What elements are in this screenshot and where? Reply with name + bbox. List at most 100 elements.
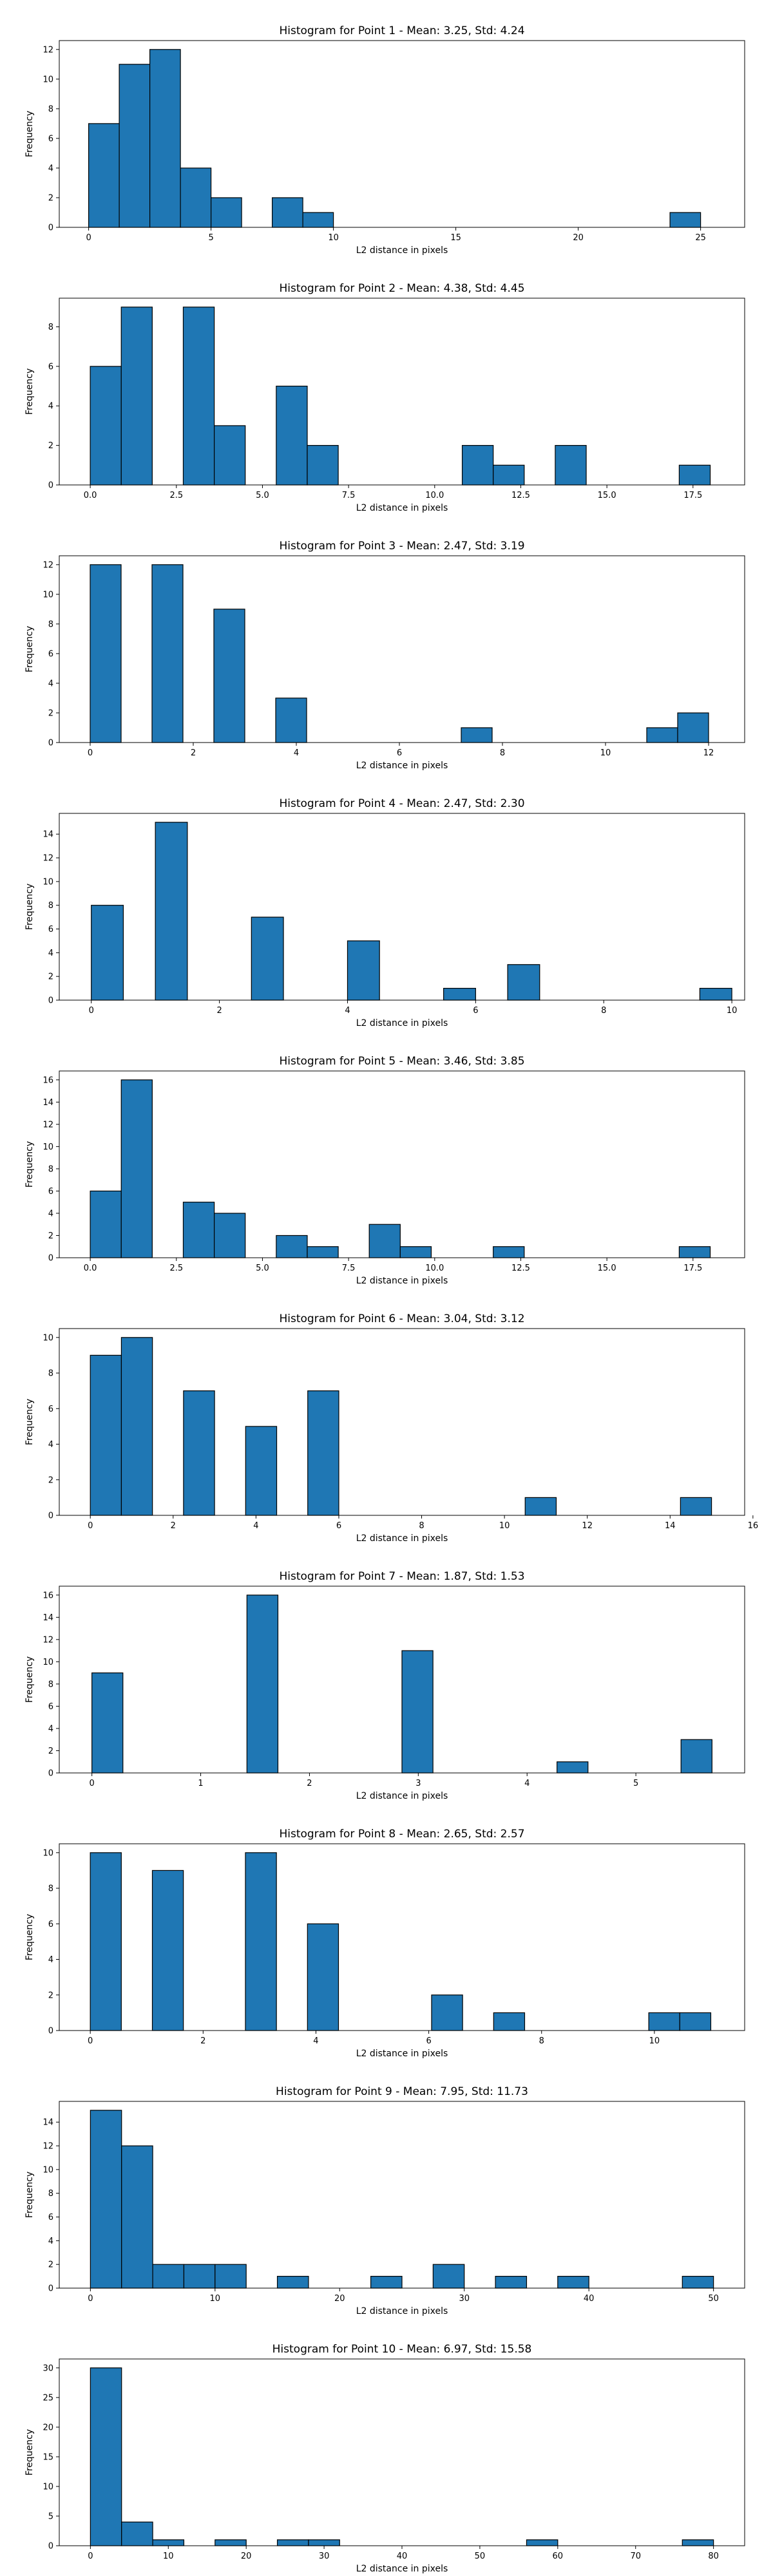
histogram-panel-4: Histogram for Point 4 - Mean: 2.47, Std:… xyxy=(24,797,745,1028)
y-tick-label: 2 xyxy=(48,2260,53,2270)
x-tick-label: 20 xyxy=(334,2294,345,2304)
histogram-bar xyxy=(368,1224,401,1258)
y-tick-label: 12 xyxy=(43,560,53,570)
x-tick-label: 4 xyxy=(313,2036,318,2046)
y-tick-label: 0 xyxy=(48,1511,53,1521)
y-tick-label: 15 xyxy=(43,2452,53,2462)
histogram-bar xyxy=(682,2539,714,2546)
x-tick-label: 50 xyxy=(708,2294,719,2304)
x-axis: 0 5 10 15 20 25 xyxy=(86,227,706,243)
y-axis-label: Frequency xyxy=(24,1141,35,1188)
y-tick-label: 0 xyxy=(48,481,53,491)
histogram-bar xyxy=(493,2012,526,2031)
x-tick-label: 14 xyxy=(665,1521,676,1531)
x-tick-label: 4 xyxy=(524,1779,530,1788)
x-tick-label: 0 xyxy=(88,2036,93,2046)
y-tick-label: 2 xyxy=(48,708,53,718)
axes-frame xyxy=(59,555,745,743)
y-tick-label: 6 xyxy=(48,2213,53,2222)
y-tick-label: 0 xyxy=(48,1769,53,1779)
x-tick-label: 8 xyxy=(419,1521,424,1531)
x-tick-label: 30 xyxy=(459,2294,470,2304)
x-tick-label: 16 xyxy=(748,1521,759,1531)
histogram-panel-6: Histogram for Point 6 - Mean: 3.04, Std:… xyxy=(24,1312,759,1544)
x-tick-label: 0 xyxy=(88,1521,93,1531)
histogram-bar xyxy=(680,1497,712,1516)
histogram-bar xyxy=(557,1761,589,1774)
histogram-bar xyxy=(245,1852,277,2031)
x-tick-label: 2 xyxy=(191,748,196,758)
x-tick-label: 8 xyxy=(601,1006,606,1016)
x-tick-label: 6 xyxy=(426,2036,431,2046)
histogram-bar xyxy=(90,1190,122,1258)
histogram-bar xyxy=(524,1497,557,1516)
histogram-bar xyxy=(555,445,587,486)
histogram-bar xyxy=(495,2275,528,2289)
x-tick-label: 40 xyxy=(397,2552,408,2561)
x-axis: 0.0 2.5 5.0 7.5 10.0 12.5 15.0 17.5 xyxy=(84,1258,702,1273)
x-axis-label: L2 distance in pixels xyxy=(356,503,448,513)
x-tick-label: 7.5 xyxy=(342,1264,356,1273)
x-tick-label: 15 xyxy=(450,233,461,243)
histogram-bar xyxy=(276,2275,309,2289)
histogram-bar xyxy=(557,2275,589,2289)
x-tick-label: 2.5 xyxy=(169,1264,183,1273)
histogram-bar xyxy=(677,712,709,743)
y-tick-label: 10 xyxy=(43,877,53,887)
y-tick-label: 8 xyxy=(48,323,53,332)
y-axis: 0 2 4 6 8 xyxy=(48,323,59,491)
x-tick-label: 3 xyxy=(415,1779,421,1788)
x-tick-label: 10 xyxy=(649,2036,660,2046)
histogram-bar xyxy=(307,1390,339,1516)
y-tick-label: 0 xyxy=(48,2027,53,2036)
x-tick-label: 8 xyxy=(539,2036,544,2046)
histogram-bar xyxy=(251,916,284,1001)
x-tick-label: 0.0 xyxy=(84,1264,97,1273)
histogram-bar xyxy=(245,1426,278,1516)
bars xyxy=(90,564,709,743)
histogram-bar xyxy=(493,1246,525,1258)
histogram-bar xyxy=(679,2012,712,2031)
y-tick-label: 8 xyxy=(48,1164,53,1174)
y-tick-label: 4 xyxy=(48,1724,53,1734)
axes-frame xyxy=(59,2101,745,2289)
histogram-bar xyxy=(432,2264,465,2289)
axes-frame xyxy=(59,813,745,1001)
x-axis: 0 10 20 30 40 50 xyxy=(88,2288,719,2304)
histogram-bar xyxy=(183,2264,216,2289)
y-tick-label: 4 xyxy=(48,949,53,958)
x-axis-label: L2 distance in pixels xyxy=(356,2564,448,2574)
y-tick-label: 12 xyxy=(43,854,53,864)
x-tick-label: 17.5 xyxy=(683,491,702,500)
histogram-bar xyxy=(669,212,701,228)
y-tick-label: 2 xyxy=(48,1475,53,1485)
histogram-bar xyxy=(461,445,494,486)
histogram-bar xyxy=(182,1202,215,1258)
x-tick-label: 5.0 xyxy=(256,1264,269,1273)
y-tick-label: 12 xyxy=(43,2142,53,2152)
chart-title: Histogram for Point 9 - Mean: 7.95, Std:… xyxy=(276,2085,528,2098)
x-tick-label: 5 xyxy=(633,1779,638,1788)
y-axis-label: Frequency xyxy=(24,111,35,157)
x-axis: 0 10 20 30 40 50 60 70 80 xyxy=(88,2546,719,2561)
y-tick-label: 4 xyxy=(48,402,53,412)
histogram-bar xyxy=(302,212,334,228)
y-axis: 0 5 10 15 20 25 30 xyxy=(43,2363,59,2552)
x-tick-label: 12 xyxy=(703,748,714,758)
histogram-bar xyxy=(90,2367,122,2546)
histogram-bar xyxy=(91,1672,124,1774)
y-tick-label: 10 xyxy=(43,590,53,600)
y-axis-label: Frequency xyxy=(24,368,35,415)
histogram-bar xyxy=(680,1739,712,1774)
histogram-bar xyxy=(90,564,122,743)
x-tick-label: 6 xyxy=(473,1006,478,1016)
y-tick-label: 2 xyxy=(48,1991,53,2000)
y-axis: 0 2 4 6 8 10 12 xyxy=(43,45,59,233)
y-axis-label: Frequency xyxy=(24,1914,35,1960)
x-tick-label: 0 xyxy=(88,2552,93,2561)
chart-title: Histogram for Point 6 - Mean: 3.04, Std:… xyxy=(279,1312,524,1325)
histogram-bar xyxy=(678,1246,711,1258)
histogram-bar xyxy=(121,2145,153,2289)
y-tick-label: 0 xyxy=(48,1254,53,1264)
